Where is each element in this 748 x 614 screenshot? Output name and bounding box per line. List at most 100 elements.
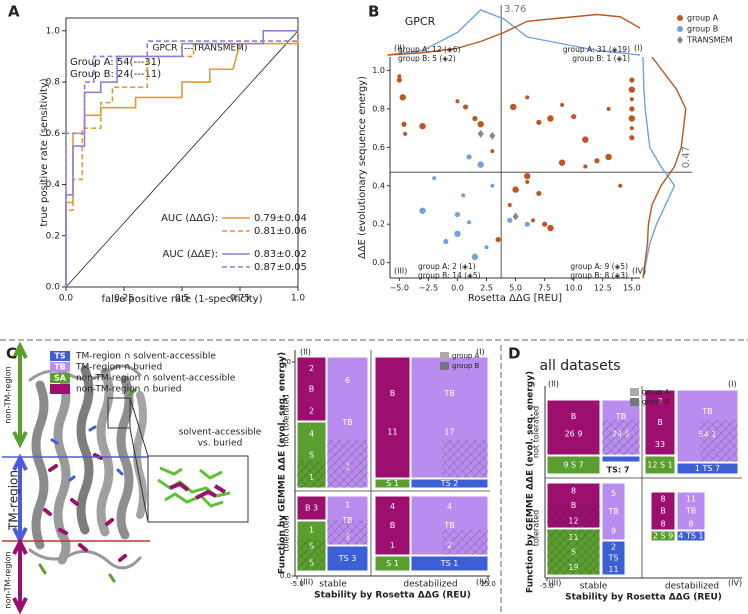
y-axis-label: Function by GEMME ΔΔE (evol. seq. energy…: [526, 371, 536, 593]
legend-swatch: [630, 398, 639, 406]
cell-label: 8: [660, 519, 665, 528]
row-label: not tolerated: [282, 394, 291, 446]
hatch: [297, 540, 326, 571]
mosaic-cell: [601, 482, 626, 541]
point: [524, 221, 530, 227]
point: [466, 154, 472, 160]
cell-label: 4: [309, 429, 314, 438]
row-label: tolerated: [532, 510, 541, 547]
mosaic-cell: [676, 491, 706, 531]
point: [455, 99, 460, 104]
cell-label: 9: [611, 526, 616, 535]
legend-label: TM-region ∩ solvent-accessible: [75, 352, 216, 362]
legend-label: group A: [687, 14, 719, 23]
y-tick-label: 0.6: [46, 129, 61, 139]
x-tick-label: 10.0: [565, 284, 583, 293]
cell-label: 9 S 7: [563, 461, 583, 470]
point: [629, 135, 635, 141]
point: [583, 164, 588, 169]
legend-swatch: [677, 26, 683, 32]
point: [489, 131, 496, 140]
point: [606, 106, 611, 111]
x-axis-label: Stability by Rosetta ΔΔG (REU): [314, 591, 471, 601]
note: Group B: 24(---11): [70, 69, 161, 80]
x-tick-label: 0.0: [59, 294, 74, 304]
mosaic-cell: [676, 530, 706, 542]
mosaic-cell: [644, 389, 676, 456]
point: [467, 220, 472, 225]
cell-label: 1: [345, 500, 350, 509]
quadrant-note: group B: 8 (◈3): [570, 271, 628, 280]
region-label: non-TM-region: [4, 551, 13, 608]
cell-label: 12 S 1: [647, 461, 672, 470]
hatch: [327, 440, 368, 488]
legend-label: group B: [642, 398, 670, 406]
point: [454, 211, 461, 218]
point: [525, 179, 530, 184]
cell-label: 8: [660, 494, 665, 503]
y-tick-label: 0.2: [372, 220, 385, 229]
legend-label: 0.79±0.04: [254, 213, 307, 224]
quadrant-label: (III): [300, 578, 313, 587]
chart-title: GPCR: [405, 15, 436, 28]
cell-label: B: [390, 389, 396, 398]
legend-label: group B: [452, 362, 480, 370]
legend-label: non-TM-region ∩ solvent-accessible: [76, 374, 236, 384]
panel-label: D: [508, 345, 520, 363]
y-tick-label: 0.2: [46, 231, 60, 241]
point: [628, 115, 636, 122]
column-label: stable: [319, 580, 347, 590]
y-tick-label: 0.4: [46, 180, 61, 190]
cell-label: 11: [608, 565, 618, 574]
hatch: [327, 520, 368, 545]
point: [628, 86, 636, 93]
cell-label: TB: [685, 507, 696, 516]
legend-swatch: [50, 351, 70, 361]
cell-label: TB: [607, 507, 618, 516]
quadrant-note: group A: 12 (◈6): [398, 45, 460, 54]
quadrant-label: (I): [476, 348, 485, 357]
cell-label: 8: [688, 519, 693, 528]
mosaic-cell: [374, 356, 411, 479]
point: [594, 158, 600, 164]
hatch: [547, 505, 600, 528]
legend-label: group B: [687, 25, 718, 34]
legend-swatch: [677, 15, 683, 21]
point: [629, 126, 634, 131]
quadrant-label: (III): [548, 579, 561, 588]
mosaic-cell: [644, 455, 676, 475]
legend-label: TM-region ∩ buried: [75, 363, 162, 373]
hatch: [602, 420, 640, 455]
residues: [169, 481, 227, 500]
y-tick-label: 1.0: [280, 358, 291, 366]
legend-heading: AUC (ΔΔE):: [163, 249, 219, 260]
quadrant-label: (I): [728, 380, 737, 389]
cell-label: 2: [309, 406, 314, 415]
y-tick-label: 1.0: [46, 26, 61, 36]
protein-structure: [28, 364, 147, 583]
mosaic-cell: [374, 495, 411, 556]
quadrant-note: group A: 31 (◈19): [563, 45, 630, 54]
legend-heading: AUC (ΔΔG):: [161, 213, 218, 224]
cell-label: TS 3: [338, 554, 357, 563]
legend-label: TRANSMEM: [686, 36, 733, 45]
cell-label: 1: [390, 541, 395, 550]
x-axis-label: Rosetta ΔΔG [REU]: [468, 293, 562, 304]
column-label: destabilized: [403, 580, 457, 590]
cell-label: TB: [341, 418, 352, 427]
legend-swatch: [50, 373, 70, 383]
region-label: TM-region: [7, 470, 21, 531]
point: [605, 153, 612, 161]
point: [477, 129, 484, 138]
x-tick-label: 12.5: [594, 284, 612, 293]
point: [396, 77, 402, 83]
column-label: destabilized: [665, 582, 719, 592]
point: [477, 161, 484, 168]
cell-label: 2: [611, 543, 616, 552]
density-curve: [642, 56, 676, 279]
point: [454, 230, 461, 237]
point: [536, 119, 542, 125]
y-tick-label: 0.0: [46, 283, 61, 293]
x-tick-label: 1.0: [291, 294, 306, 304]
cell-label: 3: [657, 397, 662, 406]
